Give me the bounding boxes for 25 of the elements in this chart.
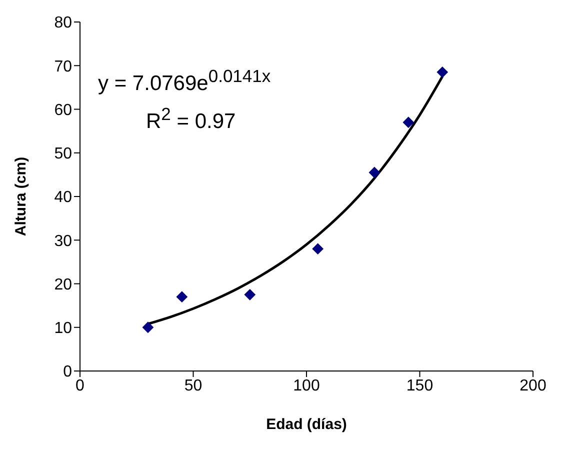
x-tick-label: 150 (406, 377, 434, 394)
point (142, 322, 154, 333)
point (368, 167, 380, 178)
x-tick-label: 0 (76, 377, 85, 394)
point (244, 289, 256, 300)
point (402, 116, 414, 128)
point (176, 291, 188, 302)
y-axis-title: Altura (cm) (12, 156, 30, 236)
x-axis-title: Edad (días) (266, 416, 347, 433)
point (312, 243, 324, 254)
x-tick-label: 200 (520, 377, 546, 394)
y-tick-label: 40 (54, 189, 72, 206)
y-tick-label: 30 (54, 232, 72, 250)
y-tick-label: 50 (54, 146, 72, 163)
y-tick-label: 10 (54, 320, 72, 338)
y-tick-label: 80 (54, 14, 72, 32)
x-tick-label: 50 (184, 377, 202, 394)
y-tick-label: 20 (54, 276, 72, 294)
y-tick-label: 70 (54, 58, 72, 76)
y-tick-label: 60 (54, 102, 72, 119)
fit-equation-text: R$^{2}$ = 0.97 (146, 104, 236, 134)
x-tick-label: 100 (293, 377, 320, 394)
point (436, 66, 448, 78)
y-tick-label: 0 (63, 364, 72, 381)
fit-equation-text: y = 7.0769e$^{0.0141x}$ (98, 66, 271, 96)
